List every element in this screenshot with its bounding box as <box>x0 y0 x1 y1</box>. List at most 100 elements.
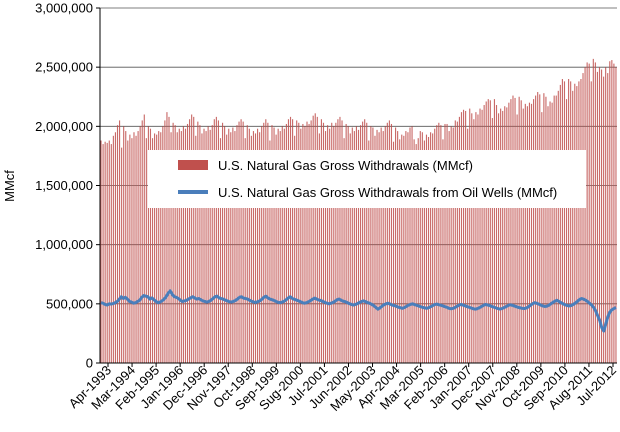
bar <box>143 114 145 363</box>
bar <box>129 134 131 363</box>
bar <box>598 67 601 364</box>
bar <box>259 132 261 363</box>
bar <box>504 106 506 363</box>
bar <box>607 73 609 363</box>
bar <box>114 132 117 363</box>
bar <box>137 131 139 363</box>
bar <box>186 123 189 363</box>
bar <box>240 119 242 363</box>
bar <box>125 131 127 363</box>
y-tick-label: 2,000,000 <box>35 119 93 134</box>
bar <box>242 121 244 363</box>
bar <box>491 118 493 363</box>
bar <box>559 84 561 364</box>
bar <box>168 116 170 364</box>
bar <box>401 134 403 363</box>
bar <box>108 140 110 363</box>
bar <box>250 135 252 363</box>
bar <box>588 63 590 364</box>
bar <box>366 122 368 363</box>
bar <box>477 114 479 363</box>
bar <box>207 126 209 363</box>
bar <box>479 108 481 363</box>
bar <box>339 116 341 364</box>
bar <box>347 126 349 363</box>
bar <box>545 96 547 363</box>
bar <box>419 131 421 363</box>
bar <box>273 127 275 364</box>
bar <box>162 126 164 363</box>
bar <box>283 128 285 363</box>
bar <box>176 132 178 363</box>
bar <box>444 123 446 363</box>
bar <box>121 147 123 363</box>
bar <box>605 67 607 364</box>
bar <box>378 132 380 363</box>
bar <box>615 67 617 364</box>
bar <box>395 127 397 364</box>
bar <box>296 120 298 363</box>
bar <box>442 139 444 363</box>
bar <box>141 120 143 363</box>
bar <box>502 110 504 363</box>
bar <box>359 125 362 364</box>
bar <box>102 144 104 363</box>
bar <box>613 63 615 364</box>
legend-box <box>148 150 586 208</box>
bar <box>417 138 419 363</box>
bar <box>411 126 413 363</box>
bar <box>119 120 121 363</box>
bar <box>106 142 108 363</box>
oil-wells-line <box>100 289 617 333</box>
bar <box>160 132 162 363</box>
bar <box>533 99 535 364</box>
bar <box>448 131 450 363</box>
bar <box>133 132 135 363</box>
bar <box>224 126 226 363</box>
bar <box>277 128 279 363</box>
bar <box>357 129 360 363</box>
bar <box>298 122 300 363</box>
bar <box>471 113 473 363</box>
bar <box>399 139 401 363</box>
y-tick-label: 3,000,000 <box>35 1 93 16</box>
bar <box>580 79 582 363</box>
bar <box>289 116 292 364</box>
bar <box>557 90 559 363</box>
bar <box>304 126 306 363</box>
bar <box>156 134 158 363</box>
bar <box>514 97 516 364</box>
bar <box>362 121 364 363</box>
bar <box>572 90 574 363</box>
y-axis-label: MMcf <box>2 170 17 202</box>
bar <box>170 132 172 363</box>
bar <box>456 121 458 363</box>
bar <box>584 67 586 364</box>
bar <box>294 135 296 363</box>
y-tick-label: 1,000,000 <box>35 237 93 252</box>
bar <box>421 132 423 363</box>
bar <box>292 119 294 363</box>
bar <box>209 129 211 363</box>
bar <box>238 121 240 363</box>
bar <box>310 120 312 363</box>
y-tick-label: 500,000 <box>46 296 93 311</box>
bar <box>149 128 152 363</box>
bar <box>254 133 257 363</box>
bar <box>316 116 318 364</box>
bar <box>427 136 430 363</box>
bar <box>493 99 496 364</box>
bar <box>609 61 611 363</box>
bar <box>561 79 563 363</box>
bar <box>285 123 287 363</box>
bar <box>104 141 106 363</box>
bar <box>596 71 598 364</box>
bar <box>345 123 347 363</box>
bar <box>355 126 357 363</box>
bar <box>230 132 232 363</box>
bar <box>364 119 366 363</box>
bar <box>174 125 176 364</box>
bar <box>549 101 551 363</box>
bar <box>213 119 215 363</box>
bar <box>537 92 539 364</box>
